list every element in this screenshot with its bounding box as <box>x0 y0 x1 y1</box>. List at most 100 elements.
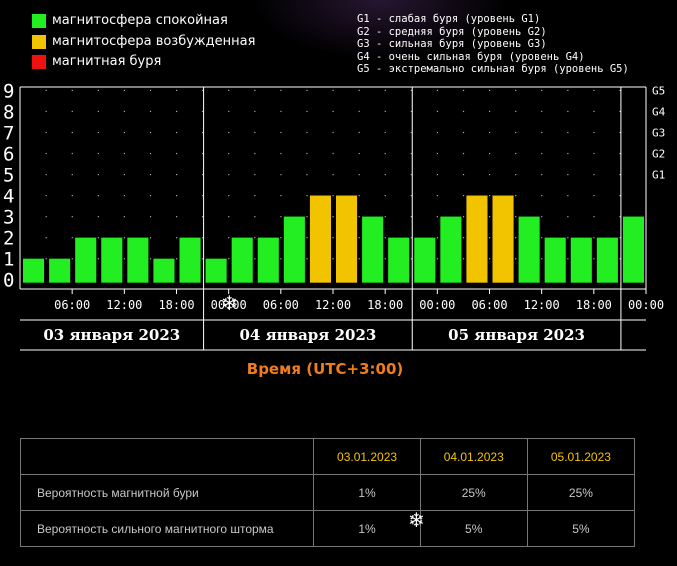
grid-dot <box>410 152 412 155</box>
y-tick-label: 8 <box>3 101 14 123</box>
grid-dot <box>436 173 439 176</box>
grid-dot <box>619 131 621 134</box>
g-level-tick: G1 <box>652 168 665 181</box>
grid-dot <box>358 173 360 176</box>
x-tick-label: 00:00 <box>211 298 247 312</box>
grid-dot <box>358 237 360 239</box>
grid-dot <box>254 216 256 218</box>
grid-dot <box>149 131 152 134</box>
grid-dot <box>489 131 491 134</box>
grid-dot <box>436 131 439 134</box>
grid-dot <box>462 195 465 197</box>
grid-dot <box>462 237 465 239</box>
grid-dot <box>97 258 99 260</box>
table-cell: 1% <box>313 474 421 511</box>
legend-swatch-active <box>32 35 46 49</box>
grid-dot <box>332 89 334 92</box>
legend-label-storm: магнитная буря <box>52 54 162 69</box>
table-cell: 5% <box>526 510 636 547</box>
grid-dot <box>567 216 569 218</box>
grid-dot <box>123 258 126 260</box>
grid-dot <box>567 131 569 134</box>
grid-dot <box>332 237 334 239</box>
table-cell: 5% <box>419 510 528 547</box>
grid-dot <box>71 216 73 218</box>
grid-dot <box>358 110 360 113</box>
grid-dot <box>384 237 386 239</box>
table-row-label: Вероятность сильного магнитного шторма <box>19 510 315 547</box>
grid-dot <box>123 110 126 113</box>
table-header-cell-empty <box>19 438 315 475</box>
grid-dot <box>228 195 230 197</box>
y-tick-label: 7 <box>3 122 14 144</box>
bar <box>440 216 462 283</box>
grid-dot <box>202 131 204 134</box>
table-header-cell: 05.01.2023 <box>526 438 636 475</box>
grid-dot <box>280 110 282 113</box>
bar <box>179 237 201 283</box>
grid-dot <box>593 216 595 218</box>
grid-dot <box>515 258 517 260</box>
table-row-label: Вероятность магнитной бури <box>19 474 315 511</box>
bar <box>75 237 97 283</box>
grid-dot <box>593 173 595 176</box>
g-level-tick: G4 <box>652 105 666 118</box>
grid-dot <box>619 89 621 92</box>
grid-dot <box>280 258 282 260</box>
grid-dot <box>176 216 178 218</box>
table-cell: 1% <box>313 510 421 547</box>
grid-dot <box>45 216 47 218</box>
grid-dot <box>462 258 465 260</box>
grid-dot <box>280 173 282 176</box>
grid-dot <box>619 195 621 197</box>
grid-dot <box>202 237 204 239</box>
header-glow <box>250 0 510 60</box>
bar <box>336 195 358 283</box>
grid-dot <box>462 131 465 134</box>
grid-dot <box>123 237 126 239</box>
y-tick-label: 3 <box>3 207 14 229</box>
grid-dot <box>97 110 99 113</box>
grid-dot <box>71 89 73 92</box>
grid-dot <box>71 110 73 113</box>
grid-dot <box>123 89 126 92</box>
grid-dot <box>515 195 517 197</box>
grid-dot <box>567 258 569 260</box>
grid-dot <box>228 152 230 155</box>
grid-dot <box>462 216 465 218</box>
grid-dot <box>254 258 256 260</box>
grid-dot <box>176 195 178 197</box>
x-tick-label: 12:00 <box>106 298 142 312</box>
grid-dot <box>593 110 595 113</box>
grid-dot <box>410 195 412 197</box>
grid-dot <box>462 173 465 176</box>
grid-dot <box>384 89 386 92</box>
grid-dot <box>358 258 360 260</box>
grid-dot <box>228 173 230 176</box>
grid-dot <box>410 89 412 92</box>
grid-dot <box>410 173 412 176</box>
grid-dot <box>619 237 621 239</box>
day-label: 03 января 2023 <box>43 326 180 344</box>
day-label: 05 января 2023 <box>448 326 585 344</box>
bar <box>153 258 175 283</box>
grid-dot <box>489 89 491 92</box>
grid-dot <box>306 195 308 197</box>
grid-dot <box>202 152 204 155</box>
grid-dot <box>306 258 308 260</box>
grid-dot <box>306 237 308 239</box>
grid-dot <box>45 195 47 197</box>
grid-dot <box>515 216 517 218</box>
grid-dot <box>97 195 99 197</box>
grid-dot <box>280 216 282 218</box>
grid-dot <box>462 152 465 155</box>
grid-dot <box>436 152 439 155</box>
grid-dot <box>489 237 491 239</box>
grid-dot <box>332 131 334 134</box>
grid-dot <box>384 173 386 176</box>
g-level-tick: G3 <box>652 126 665 139</box>
bar <box>492 195 514 283</box>
grid-dot <box>436 110 439 113</box>
bar <box>101 237 123 283</box>
y-tick-label: 0 <box>3 270 14 292</box>
